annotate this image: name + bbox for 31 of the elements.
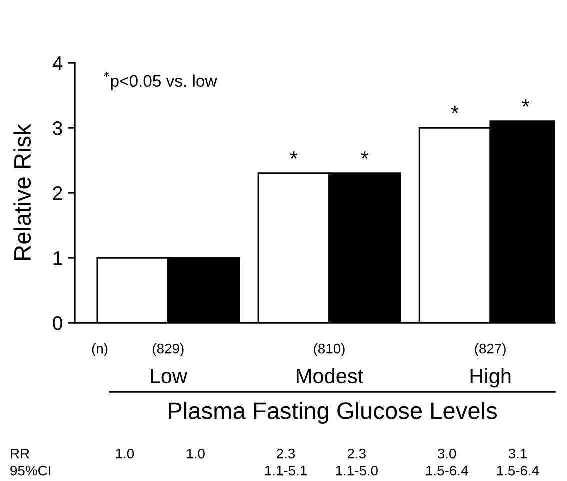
text: 1.0	[116, 448, 134, 459]
annotation: *	[451, 106, 459, 114]
text: 3.1	[508, 448, 527, 459]
text: (827)	[475, 344, 506, 356]
text: (n)	[92, 344, 108, 356]
annotation: *	[522, 100, 530, 107]
y-tick-label: 1	[54, 252, 62, 266]
y-tick-label: 4	[52, 56, 63, 70]
y-tick-label: 3	[53, 121, 62, 136]
x-tick-label: Low	[151, 369, 188, 384]
annotation: *	[361, 152, 369, 159]
x-axis-title: Plasma Fasting Glucose Levels	[169, 402, 498, 424]
y-tick-label: 2	[53, 186, 62, 200]
text: 2.3	[348, 448, 366, 459]
text: 1.0	[187, 448, 205, 459]
annotation: *	[290, 152, 298, 159]
text: 3.0	[438, 448, 456, 459]
text: 1.5-6.4	[497, 466, 540, 476]
y-axis-title: Relative Risk	[14, 124, 32, 260]
x-tick-label: Modest	[297, 368, 364, 384]
y-tick-label: 0	[53, 316, 62, 330]
text: (810)	[314, 344, 345, 356]
text: RR	[11, 449, 30, 459]
annotation: $^{*}$p<0.05 vs. low	[104, 72, 218, 90]
text: 95%CI	[10, 466, 50, 476]
text: 1.5-6.4	[426, 466, 468, 476]
text: (829)	[153, 344, 184, 356]
text: 2.3	[277, 448, 296, 459]
x-tick-label: High	[470, 368, 511, 388]
text: 1.1-5.0	[336, 466, 378, 476]
text: 1.1-5.1	[265, 466, 307, 476]
